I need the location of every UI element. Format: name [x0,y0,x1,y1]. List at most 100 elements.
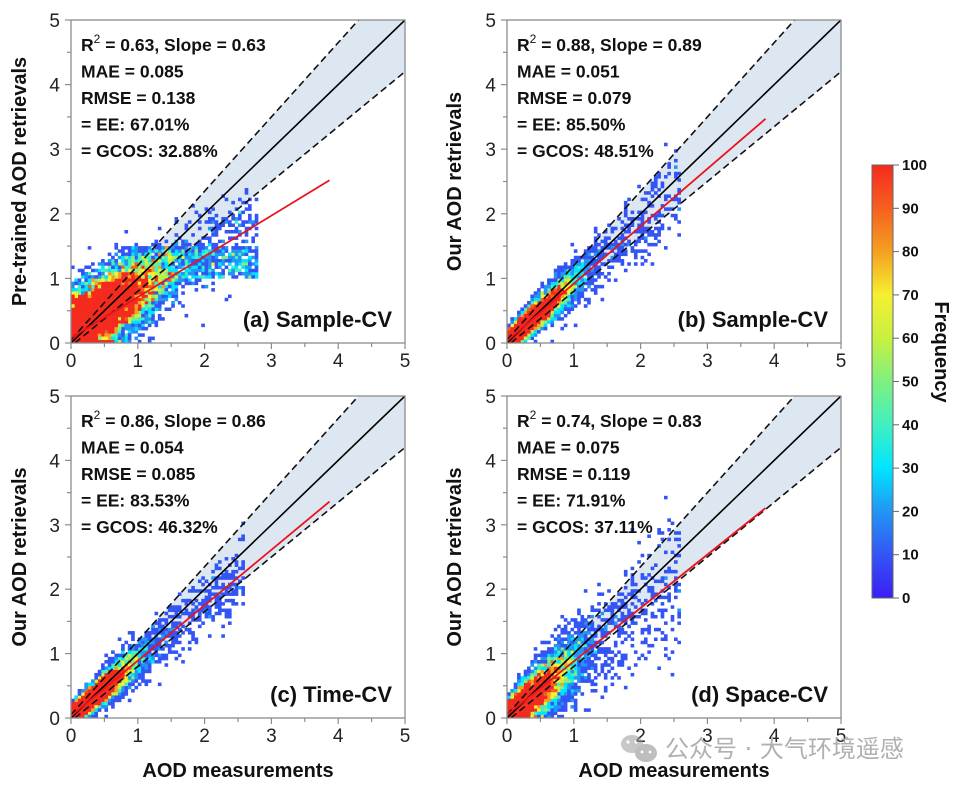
density-cell [151,278,155,282]
density-cell [533,333,538,337]
density-cell [593,666,598,670]
density-cell [513,714,518,718]
density-cell [137,313,142,318]
density-cell [161,294,165,299]
density-cell [557,275,561,279]
density-cell [201,242,205,247]
density-cell [593,676,598,680]
density-cell [254,259,259,263]
density-cell [87,275,92,279]
density-cell [517,336,521,341]
density-cell [81,698,85,703]
density-cell [603,239,608,244]
density-cell [580,647,585,651]
density-cell [557,708,561,712]
density-cell [137,643,142,648]
density-cell [540,666,545,670]
density-cell [583,676,588,680]
density-cell [231,255,235,260]
density-cell [104,294,109,299]
density-cell [560,666,565,670]
density-cell [650,204,655,208]
density-cell [254,271,259,276]
density-cell [590,249,595,253]
density-cell [114,304,119,308]
stat-ee: = EE: 71.91% [517,491,626,511]
density-cell [523,708,528,712]
density-cell [577,627,581,632]
density-cell [214,259,219,263]
density-cell [613,242,618,247]
density-cell [177,281,182,286]
density-cell [567,685,571,690]
density-cell [570,301,575,305]
density-cell [241,271,245,276]
density-cell [527,692,531,696]
density-cell [560,317,565,321]
density-cell [607,259,611,263]
y-tick-label: 3 [49,516,60,537]
density-cell [214,246,219,250]
density-cell [550,320,555,324]
density-cell [560,676,565,680]
density-cell [570,288,575,292]
density-cell [543,663,548,667]
density-cell [560,698,565,703]
x-tick-label: 1 [569,726,580,747]
density-cell [650,585,655,590]
density-cell [157,249,162,253]
density-cell [227,294,232,299]
density-cell [94,307,99,311]
density-cell [234,249,239,253]
density-cell [587,679,591,683]
density-cell [171,291,175,295]
density-cell [164,653,169,658]
density-cell [543,650,548,654]
density-cell [204,268,209,273]
density-cell [151,259,155,263]
density-cell [677,187,681,192]
density-cell [241,200,245,205]
density-cell [553,676,558,680]
density-cell [590,268,595,273]
density-cell [77,714,82,718]
density-cell [214,611,219,616]
density-cell [71,307,75,311]
density-cell [87,294,92,299]
density-cell [643,197,648,202]
density-cell [560,304,565,308]
density-cell [144,320,149,324]
density-cell [234,589,239,593]
density-cell [84,310,88,315]
density-cell [623,223,628,228]
density-cell [513,689,518,693]
density-cell [550,647,555,651]
density-cell [577,653,581,658]
density-cell [248,246,252,250]
density-cell [194,268,199,273]
ee-lower-line [510,446,841,718]
density-cell [197,278,202,282]
density-cell [147,275,152,279]
density-cell [81,271,85,276]
density-cell [214,220,219,224]
density-cell [513,317,518,321]
density-cell [657,627,661,632]
density-cell [613,602,618,606]
density-cell [657,175,661,179]
density-cell [560,708,565,712]
density-cell [77,288,82,292]
density-cell [71,301,75,305]
density-cell [134,643,139,648]
density-cell [573,265,578,270]
density-cell [124,297,129,302]
density-cell [77,291,82,295]
density-cell [181,265,185,270]
density-cell [610,226,615,231]
density-cell [587,656,591,661]
density-cell [617,676,621,680]
density-cell [627,634,631,638]
density-cell [224,611,229,616]
density-cell [151,301,155,305]
density-cell [87,701,92,706]
